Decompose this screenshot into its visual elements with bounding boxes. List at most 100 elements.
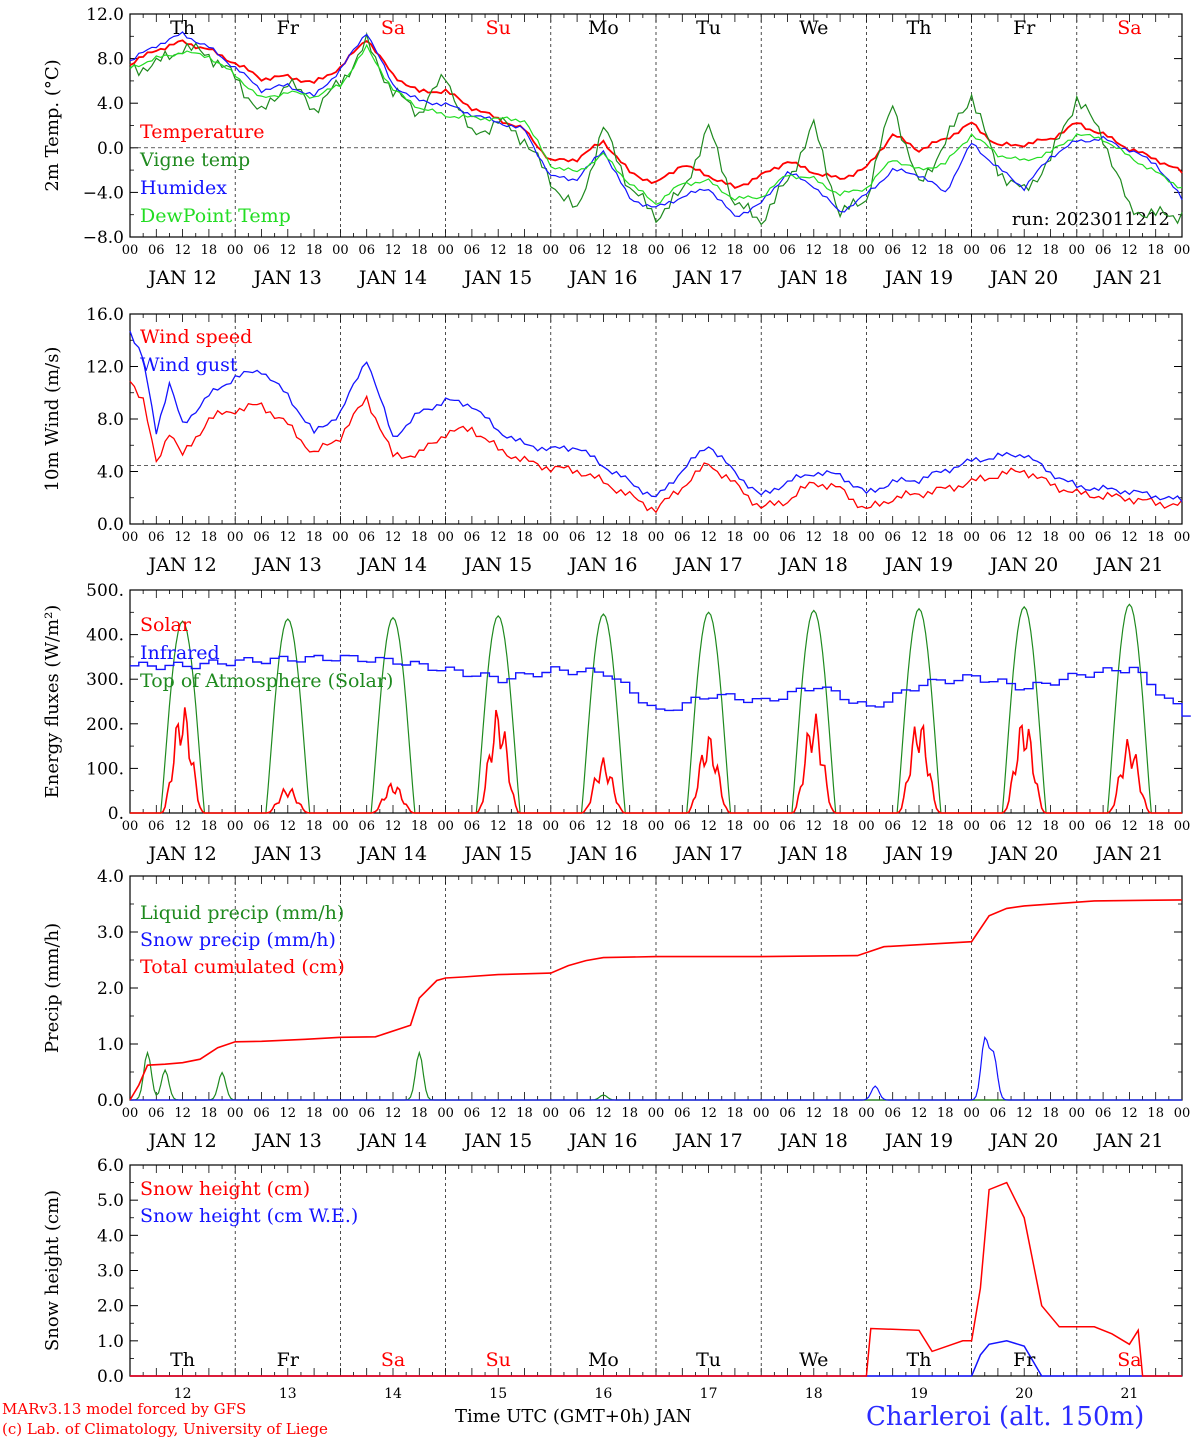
weekday-label: Mo: [588, 17, 619, 39]
hour-tick-label: 18: [832, 243, 849, 258]
hour-tick-label: 06: [674, 819, 691, 834]
hour-tick-label: 12: [490, 530, 507, 545]
y-axis-label: 10m Wind (m/s): [42, 347, 63, 492]
date-label: JAN 19: [883, 1130, 953, 1152]
weekday-label: Su: [486, 17, 511, 39]
y-tick-label: 3.0: [97, 923, 124, 943]
hour-tick-label: 12: [1016, 243, 1033, 258]
date-label: JAN 14: [357, 267, 427, 289]
lab-credit: (c) Lab. of Climatology, University of L…: [2, 1420, 328, 1438]
hour-tick-label: 06: [148, 243, 165, 258]
hour-tick-label: 06: [674, 1106, 691, 1121]
hour-tick-label: 12: [174, 1106, 191, 1121]
hour-tick-label: 18: [727, 819, 744, 834]
hour-tick-label: 12: [490, 819, 507, 834]
hour-tick-label: 18: [306, 819, 323, 834]
y-tick-label: 4.0: [97, 867, 124, 887]
panel-frame: [129, 589, 1183, 814]
hour-tick-label: 12: [806, 1106, 823, 1121]
weekday-label: Fr: [1013, 17, 1036, 39]
weekday-label: Tu: [696, 17, 721, 39]
hour-tick-label: 18: [411, 530, 428, 545]
series-line-1: [129, 31, 1183, 226]
y-axis-label: 2m Temp. (°C): [42, 59, 63, 191]
date-label: JAN 15: [462, 267, 532, 289]
date-label: JAN 16: [567, 843, 637, 865]
weekday-label: Th: [907, 1349, 932, 1371]
hour-tick-label: 00: [963, 1106, 980, 1121]
hour-tick-label: 18: [411, 819, 428, 834]
legend-entry: Temperature: [140, 121, 264, 143]
day-number-label: 18: [805, 1386, 823, 1402]
hour-tick-label: 06: [148, 530, 165, 545]
hour-tick-label: 18: [621, 243, 638, 258]
date-label: JAN 19: [883, 267, 953, 289]
hour-tick-label: 12: [1121, 530, 1138, 545]
hour-tick-label: 00: [1069, 1106, 1086, 1121]
hour-tick-label: 18: [516, 819, 533, 834]
hour-tick-label: 00: [437, 530, 454, 545]
model-credit: MARv3.13 model forced by GFS: [2, 1400, 247, 1418]
date-label: JAN 17: [673, 843, 743, 865]
day-number-label: 14: [384, 1386, 402, 1402]
hour-tick-label: 00: [753, 243, 770, 258]
y-tick-label: 100.: [86, 759, 124, 779]
day-number-label: 19: [910, 1386, 928, 1402]
hour-tick-label: 00: [227, 243, 244, 258]
y-axis-label: Snow height (cm): [42, 1190, 63, 1351]
y-tick-label: 5.0: [97, 1191, 124, 1211]
hour-tick-label: 12: [174, 819, 191, 834]
weekday-label: Sa: [1117, 1349, 1141, 1371]
date-label: JAN 21: [1093, 843, 1163, 865]
hour-tick-label: 18: [1042, 243, 1059, 258]
hour-tick-label: 00: [963, 819, 980, 834]
hour-tick-label: 18: [411, 243, 428, 258]
weekday-label: Fr: [277, 17, 300, 39]
weekday-label: Fr: [1013, 1349, 1036, 1371]
legend-entry: Total cumulated (cm): [140, 956, 345, 978]
run-annotation: run: 2023011212: [1012, 209, 1170, 230]
hour-tick-label: 12: [700, 530, 717, 545]
hour-tick-label: 00: [1069, 530, 1086, 545]
date-label: JAN 20: [988, 267, 1058, 289]
hour-tick-label: 00: [227, 819, 244, 834]
hour-tick-label: 12: [700, 819, 717, 834]
hour-tick-label: 00: [332, 243, 349, 258]
hour-tick-label: 00: [753, 1106, 770, 1121]
hour-tick-label: 18: [727, 530, 744, 545]
weekday-label: Th: [907, 17, 932, 39]
weekday-label: Sa: [381, 17, 405, 39]
time-axis-title: Time UTC (GMT+0h) JAN: [455, 1406, 692, 1427]
weekday-label: Th: [170, 1349, 195, 1371]
date-label: JAN 13: [252, 843, 322, 865]
hour-tick-label: 12: [595, 530, 612, 545]
weekday-label: We: [799, 17, 828, 39]
hour-tick-label: 06: [990, 530, 1007, 545]
hour-tick-label: 18: [201, 243, 218, 258]
hour-tick-label: 06: [569, 819, 586, 834]
hour-tick-label: 12: [1016, 530, 1033, 545]
hour-tick-label: 00: [437, 819, 454, 834]
series-line-0: [129, 39, 1183, 189]
hour-tick-label: 18: [411, 1106, 428, 1121]
hour-tick-label: 06: [464, 530, 481, 545]
hour-tick-label: 00: [122, 819, 139, 834]
series-line-1: [130, 1181, 1182, 1377]
hour-tick-label: 00: [1174, 1106, 1191, 1121]
hour-tick-label: 06: [884, 530, 901, 545]
y-tick-label: 6.0: [97, 1156, 124, 1176]
hour-tick-label: 06: [1095, 1106, 1112, 1121]
y-axis-label: Energy fluxes (W/m²): [42, 605, 63, 799]
date-label: JAN 19: [883, 843, 953, 865]
hour-tick-label: 12: [1121, 819, 1138, 834]
series-line-3: [129, 43, 1183, 205]
hour-tick-label: 06: [358, 243, 375, 258]
hour-tick-label: 06: [464, 1106, 481, 1121]
hour-tick-label: 12: [1121, 1106, 1138, 1121]
hour-tick-label: 06: [990, 819, 1007, 834]
legend-entry: Snow height (cm): [140, 1178, 310, 1200]
series-line-snow: [130, 1036, 1182, 1101]
hour-tick-label: 00: [1069, 243, 1086, 258]
hour-tick-label: 06: [358, 1106, 375, 1121]
hour-tick-label: 12: [911, 819, 928, 834]
